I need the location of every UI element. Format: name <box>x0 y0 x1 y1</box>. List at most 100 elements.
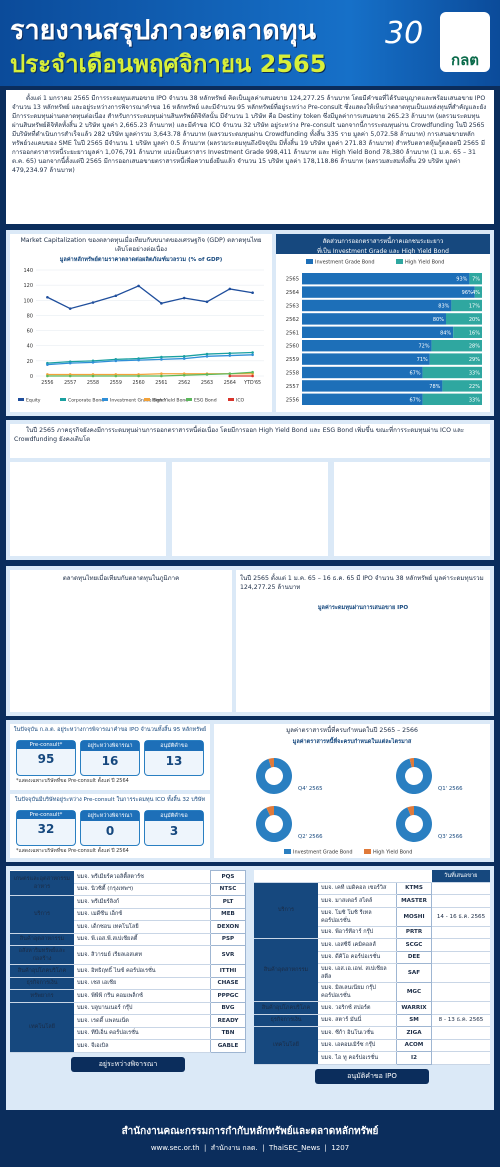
header-row: วันที่เสนอขาย <box>254 870 490 883</box>
web[interactable]: www.sec.or.th <box>150 1144 200 1152</box>
y-tick-label: 2562 <box>286 317 299 323</box>
legend-label: Corporate Bond <box>68 398 104 404</box>
legend-label: Investment Grade Bond <box>293 850 353 856</box>
value-label: 17% <box>469 304 480 310</box>
legend-label: Investment Grade Bond <box>315 260 375 266</box>
ticker-cell: DEE <box>396 950 432 964</box>
pie-slice <box>407 806 414 816</box>
row: บริการ บมจ. เคที เมดิคอล เซอร์วิส KTMS <box>254 881 490 939</box>
title: สัดส่วนการออกตราสารหนี้ภาคเอกชนระยะยาว <box>322 238 444 245</box>
bar <box>302 313 446 325</box>
ticker-cell: KTMS <box>396 881 432 895</box>
footer: สำนักงานคณะกรรมการกำกับหลักทรัพย์และตลาด… <box>0 1114 500 1167</box>
point <box>205 373 209 376</box>
pie-slice <box>396 758 432 794</box>
section-consult: ในปัจจุบัน ก.ล.ต. อยู่ระหว่างการพิจารณาค… <box>6 720 494 862</box>
header-cell: วันที่เสนอขาย <box>431 870 490 883</box>
name-cell: บมจ. โมชิ โมชิ รีเทล คอร์ปอเรชั่น <box>318 907 397 927</box>
category-label: Q2' 2566 <box>298 834 323 840</box>
call-center[interactable]: 1207 <box>331 1144 350 1152</box>
legend-swatch <box>144 398 150 401</box>
category-label: Q3' 2566 <box>438 834 463 840</box>
date-cell <box>431 951 490 964</box>
point <box>160 302 163 305</box>
date-cell <box>431 1051 490 1065</box>
value-label: 96% <box>462 290 473 296</box>
point <box>205 352 209 356</box>
y-tick-label: 2560 <box>286 344 299 350</box>
value-label: 83% <box>438 304 449 310</box>
text: Market Capitalization ของตลาดทุนเมื่อเที… <box>20 237 262 253</box>
sector-cell: สินค้าอุปโภคบริโภค <box>254 1001 318 1015</box>
point <box>68 361 72 365</box>
legend-swatch <box>18 398 24 401</box>
point <box>251 291 254 295</box>
stat-label: อนุมัติคำขอ <box>145 811 203 821</box>
contacts: www.sec.or.th | สำนักงาน กลต. | ThaiSEC_… <box>150 1144 350 1152</box>
x-tick-label: 2556 <box>41 380 53 386</box>
bar <box>422 393 482 405</box>
row: บมจ. มิลเลนเนียม กรุ๊ป คอร์ปอเรชั่น MGC <box>254 982 490 1002</box>
bar <box>469 273 482 285</box>
twitter[interactable]: ThaiSEC_News <box>268 1144 321 1152</box>
name-cell: บมจ. พรีเมียร์ลิงก์ <box>74 895 211 909</box>
point <box>160 355 163 359</box>
ticker-cell: ACOM <box>396 1038 432 1052</box>
panel: ในปี 2565 ตั้งแต่ 1 ม.ค. 65 – 16 ธ.ค. 65… <box>236 570 490 712</box>
point <box>114 294 118 298</box>
x-tick-label: 2563 <box>201 380 213 386</box>
name-cell: บมจ. มิลเลนเนียม กรุ๊ป คอร์ปอเรชั่น <box>318 982 397 1002</box>
ticker-cell: SCGC <box>396 938 432 952</box>
name-cell: บมจ. พีอาร์ทีอาร์ กรุ๊ป <box>318 926 397 939</box>
value-label: 84% <box>440 330 451 336</box>
pie-slice <box>266 806 274 816</box>
panel: มูลค่าตราสารหนี้ที่ครบกำหนดในปี 2565 – 2… <box>214 724 490 858</box>
date-cell: 8 - 13 ธ.ค. 2565 <box>431 1014 490 1027</box>
legend-swatch <box>102 398 108 401</box>
row: สินค้าอุปโภคบริโภค บมจ. อิทธิฤทธิ์ ไนซ์ ค… <box>10 964 246 978</box>
sector-cell: ธุรกิจการเงิน <box>254 1014 318 1027</box>
stat-card: Pre-consult* 32 <box>16 810 76 846</box>
name-cell: บมจ. ดีคิโอ คอร์ปอเรชั่น <box>318 951 397 964</box>
legend-swatch <box>306 259 313 264</box>
date-cell <box>431 926 490 939</box>
row: ธุรกิจการเงิน บมจ. สตาร์ มันนี่ SM 8 - 13 ธ… <box>254 1013 490 1027</box>
ticker-cell: CHASE <box>210 976 246 990</box>
row: บมจ. มาสเตอร์ สไตล์ MASTER <box>254 894 490 908</box>
chart-frame <box>10 462 166 556</box>
bar <box>302 393 423 405</box>
value-label: 33% <box>469 397 480 403</box>
text: ในปี 2565 ตั้งแต่ 1 ม.ค. 65 – 16 ธ.ค. 65… <box>240 575 484 591</box>
point <box>68 374 72 378</box>
row: เทคโนโลยี บมจ. บลูบานเนอร์ กรุ๊ป BVG <box>10 1001 246 1053</box>
value-label: 67% <box>409 371 420 377</box>
date-cell <box>431 982 490 1002</box>
value-label: 29% <box>469 357 480 363</box>
point <box>46 374 49 378</box>
subtitle: ประจำเดือนพฤศจิกายน 2565 <box>10 50 327 78</box>
y-tick-label: 2564 <box>286 290 300 296</box>
ticker-cell: TBN <box>210 1026 246 1040</box>
x-tick-label: YTD'65 <box>243 380 261 386</box>
point <box>205 300 209 304</box>
point <box>205 355 209 358</box>
intro-text: ตั้งแต่ 1 มกราคม 2565 มีการระดมทุนเสนอขา… <box>6 90 494 224</box>
stat-value: 13 <box>165 754 183 768</box>
line <box>47 354 253 366</box>
chart-frame <box>334 462 490 556</box>
cell <box>396 870 432 883</box>
y-tick-label: 2563 <box>286 304 299 310</box>
badge: 30 <box>385 16 424 51</box>
logo: กลต <box>440 12 490 72</box>
panel: ในปัจจุบันมีบริษัทอยู่ระหว่าง Pre-consul… <box>10 794 210 858</box>
line-chart: 0 20 40 60 80 100 120 140 2556 2557 2558 2559 2560 25… <box>18 268 264 404</box>
facebook[interactable]: สำนักงาน กลต. <box>210 1144 258 1152</box>
stat-card: อนุมัติคำขอ 3 <box>144 810 204 846</box>
y-tick-label: 2559 <box>286 357 299 363</box>
row: สินค้าอุตสาหกรรม บมจ. พี.เอส.พี.สเปเชียลต… <box>10 932 246 946</box>
point <box>160 358 163 361</box>
bar <box>302 326 454 338</box>
point <box>228 287 232 291</box>
point <box>114 374 118 378</box>
row: ทรัพยากร บมจ. พีพีพี กรีน คอมเพล็กซ์ PPPGC <box>10 989 246 1003</box>
